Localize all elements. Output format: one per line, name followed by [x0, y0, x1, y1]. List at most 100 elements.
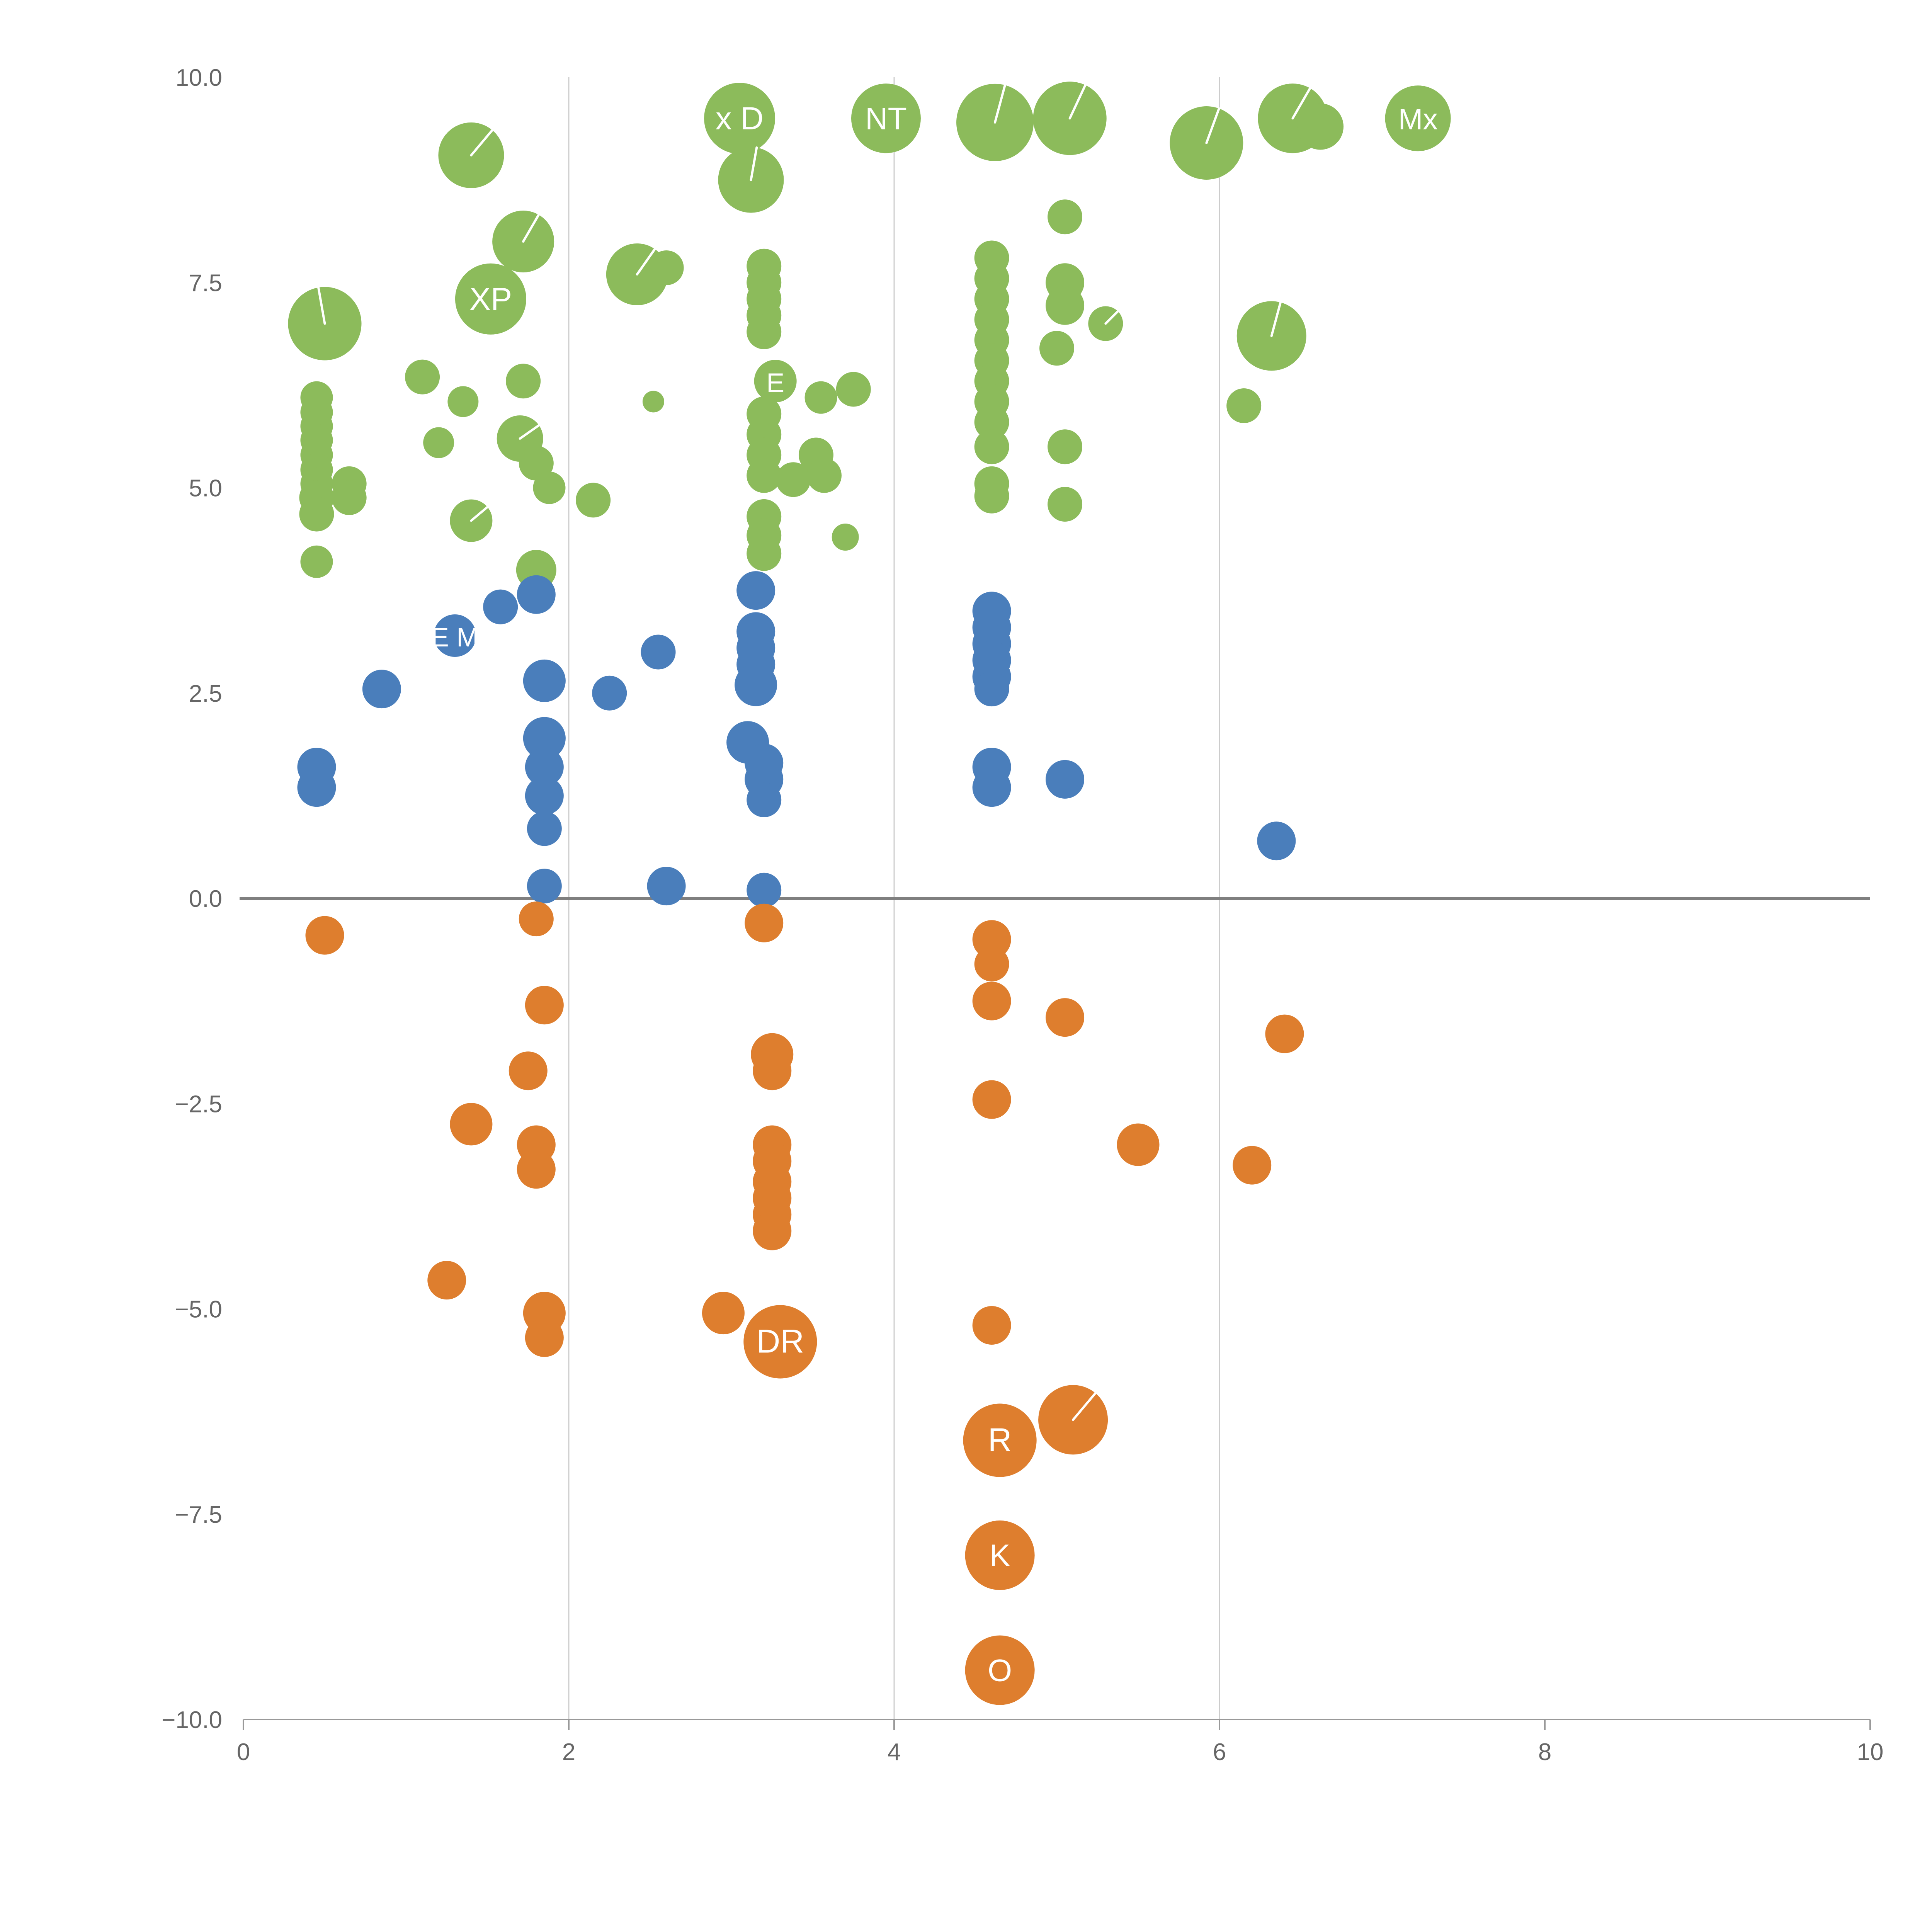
point-label: E — [766, 367, 784, 398]
x-tick-label: 0 — [237, 1739, 250, 1765]
data-point-green-group — [1048, 199, 1083, 235]
data-point-green-group — [642, 391, 664, 413]
point-slash-mark — [750, 146, 758, 181]
point-slash-mark — [994, 84, 1006, 124]
y-tick-label: −10.0 — [162, 1707, 222, 1733]
y-tick-label: −7.5 — [175, 1502, 222, 1528]
y-tick-label: −2.5 — [175, 1091, 222, 1117]
data-point-green-group — [455, 263, 526, 335]
data-point-orange-group — [963, 1403, 1037, 1477]
data-point-blue-group — [483, 589, 518, 624]
data-point-orange-group — [450, 1103, 493, 1146]
data-point-green-group — [506, 364, 541, 399]
data-point-orange-group — [972, 981, 1011, 1020]
data-point-blue-group — [747, 872, 782, 908]
data-point-green-group — [576, 483, 611, 518]
point-label: O — [988, 1653, 1012, 1688]
data-point-green-group — [974, 405, 1009, 440]
data-point-blue-group — [1257, 821, 1296, 861]
data-point-orange-group — [972, 1306, 1011, 1345]
data-point-green-group — [423, 427, 454, 458]
data-point-blue-group — [641, 634, 676, 670]
point-label: Mx — [1398, 103, 1438, 136]
data-point-green-group — [851, 83, 921, 153]
data-point-green-group — [974, 478, 1009, 514]
point-slash-mark — [470, 129, 494, 156]
data-point-orange-group — [305, 916, 344, 955]
point-label: E M — [431, 622, 479, 652]
point-slash-mark — [636, 248, 656, 276]
data-point-green-group — [832, 524, 859, 551]
data-point-green-group — [533, 471, 566, 504]
point-label: x D — [716, 100, 764, 136]
data-point-orange-group — [427, 1261, 466, 1300]
data-point-blue-group — [523, 717, 566, 760]
data-point-blue-group — [517, 575, 556, 614]
data-point-orange-group — [965, 1520, 1035, 1590]
data-point-green-group — [747, 314, 782, 349]
data-point-blue-group — [736, 571, 776, 610]
data-point-orange-group — [702, 1292, 745, 1335]
y-tick-label: 5.0 — [189, 475, 222, 502]
data-point-green-group — [649, 250, 684, 285]
point-slash-mark — [470, 506, 489, 522]
y-tick-label: 7.5 — [189, 270, 222, 296]
data-point-green-group — [1385, 85, 1451, 151]
point-slash-mark — [522, 213, 540, 243]
point-slash-mark — [1291, 87, 1311, 120]
data-point-blue-group — [362, 670, 401, 709]
data-point-orange-group — [972, 920, 1011, 959]
point-label: DR — [757, 1323, 804, 1360]
data-point-blue-group — [527, 869, 562, 904]
point-label: NT — [865, 101, 907, 136]
data-point-green-group — [519, 446, 554, 481]
x-tick-label: 8 — [1538, 1739, 1551, 1765]
point-slash-mark — [1068, 84, 1087, 120]
point-slash-mark — [519, 424, 540, 440]
point-slash-mark — [1072, 1392, 1097, 1421]
data-point-blue-group — [527, 811, 562, 846]
data-point-green-group — [1046, 286, 1085, 325]
y-tick-label: 10.0 — [175, 65, 222, 91]
data-point-green-group — [804, 381, 837, 414]
x-tick-label: 6 — [1213, 1739, 1226, 1765]
point-slash-mark — [1270, 301, 1282, 337]
data-point-blue-group — [735, 663, 777, 706]
data-point-green-group — [1039, 331, 1074, 366]
data-point-blue-group — [972, 768, 1011, 807]
data-point-orange-group — [519, 901, 554, 937]
data-point-green-group — [299, 497, 334, 532]
data-point-green-group — [300, 545, 333, 578]
data-point-green-group — [747, 536, 782, 571]
data-point-blue-group — [297, 768, 336, 807]
data-point-orange-group — [965, 1635, 1035, 1705]
data-point-orange-group — [974, 947, 1009, 981]
data-point-blue-group — [592, 675, 627, 711]
data-point-orange-group — [509, 1051, 548, 1090]
data-point-green-group — [447, 386, 479, 417]
data-point-green-group — [974, 429, 1009, 464]
data-point-green-group — [776, 462, 811, 497]
data-point-green-group — [1226, 388, 1262, 423]
data-point-green-group — [1048, 429, 1083, 464]
point-label: R — [988, 1422, 1012, 1459]
data-point-orange-group — [745, 903, 784, 942]
data-point-blue-group — [1046, 760, 1085, 799]
data-point-blue-group — [434, 614, 476, 657]
data-point-green-group — [1048, 487, 1083, 522]
point-slash-mark — [317, 286, 326, 325]
data-point-green-group — [836, 372, 871, 407]
data-point-green-group — [332, 480, 367, 515]
point-slash-mark — [1205, 107, 1220, 144]
data-point-orange-group — [1265, 1014, 1304, 1053]
y-tick-label: 2.5 — [189, 680, 222, 707]
data-point-orange-group — [525, 986, 564, 1025]
x-tick-label: 10 — [1857, 1739, 1884, 1765]
data-point-blue-group — [523, 659, 566, 702]
data-point-green-group — [704, 83, 776, 154]
data-point-green-group — [754, 360, 797, 403]
data-point-blue-group — [747, 782, 782, 817]
data-point-blue-group — [647, 867, 686, 906]
data-point-green-group — [806, 458, 842, 493]
